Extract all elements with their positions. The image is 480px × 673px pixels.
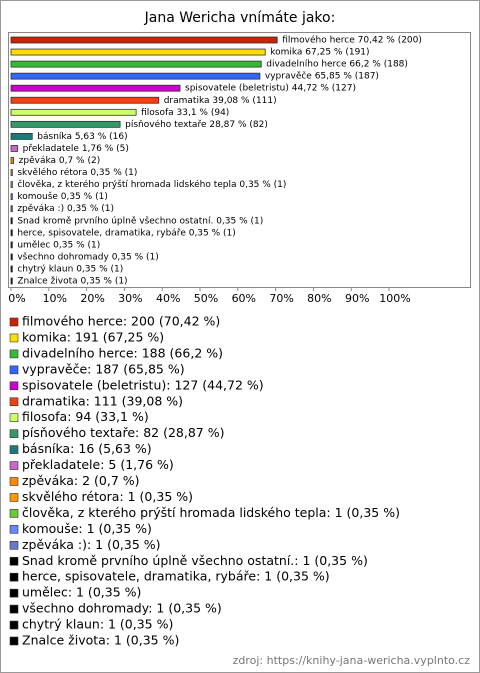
legend-swatch [9,317,19,327]
bar [10,108,137,116]
value-label: vypravěče 65,85 % (187) [265,71,379,82]
legend-label: vypravěče: 187 (65,85 %) [22,361,185,376]
x-tick-label: 30% [118,292,142,305]
bar [10,229,13,237]
legend-label: chytrý klaun: 1 (0,35 %) [22,617,173,632]
legend-label: herce, spisovatele, dramatika, rybáře: 1… [22,569,330,584]
legend-swatch [9,445,19,454]
value-label: básníka 5,63 % (16) [37,132,127,142]
legend-swatch [9,365,19,375]
value-label: filmového herce 70,42 % (200) [282,35,422,46]
bar [10,193,13,201]
bar [10,265,13,273]
legend-swatch [9,636,19,646]
bar [10,132,33,140]
legend-swatch [9,509,19,518]
x-tick-label: 80% [307,292,331,305]
value-label: zpěváka 0,7 % (2) [19,156,101,166]
value-label: všechno dohromady 0,35 % (1) [17,251,158,262]
legend-swatch [9,461,19,470]
bar [10,157,15,164]
bar [10,84,181,92]
legend-label: filosofa: 94 (33,1 %) [22,409,149,424]
value-label: divadelního herce 66,2 % (188) [266,60,408,70]
x-tick-label: 10% [43,292,67,305]
bar [10,145,19,152]
value-label: komouše 0,35 % (1) [17,191,108,202]
bar [10,241,13,249]
legend-label: spisovatele (beletristu): 127 (44,72 %) [22,377,264,392]
plot-frame [8,32,471,288]
legend-label: Znalce života: 1 (0,35 %) [22,633,179,648]
legend-label: komika: 191 (67,25 %) [22,329,164,344]
legend-swatch [9,620,19,630]
legend-label: člověka, z kterého prýští hromada lidské… [22,505,400,520]
bar [10,253,13,261]
legend-swatch [9,493,19,502]
legend-swatch [9,604,19,614]
legend-swatch [9,572,19,582]
bar [10,277,13,285]
bar [10,205,13,213]
value-label: Znalce života 0,35 % (1) [17,277,127,287]
legend-label: všechno dohromady: 1 (0,35 %) [22,601,222,616]
value-label: herce, spisovatele, dramatika, rybáře 0,… [17,228,235,238]
legend-swatch [9,333,19,343]
legend-swatch [9,429,19,438]
legend-label: dramatika: 111 (39,08 %) [22,393,183,408]
legend-label: písňového textaře: 82 (28,87 %) [22,425,224,440]
bar [10,181,13,189]
legend-swatch [9,540,19,550]
bar [10,217,13,225]
value-label: skvělého rétora 0,35 % (1) [17,167,137,178]
legend-swatch [9,556,19,566]
value-label: filosofa 33,1 % (94) [141,108,229,118]
value-label: překladatele 1,76 % (5) [23,144,129,154]
value-label: člověka, z kterého prýští hromada lidské… [17,179,286,190]
legend-swatch [9,349,19,359]
bar [10,48,266,56]
value-label: komika 67,25 % (191) [270,48,369,58]
value-label: dramatika 39,08 % (111) [164,96,277,106]
legend-label: překladatele: 5 (1,76 %) [22,457,174,472]
bar [10,60,262,68]
legend-swatch [9,525,19,534]
x-tick-label: 20% [80,292,104,305]
x-tick-label: 0% [8,292,25,305]
legend-swatch [9,381,19,391]
bar [10,72,261,80]
x-tick-label: 70% [269,292,293,305]
value-label: písňového textaře 28,87 % (82) [125,119,268,130]
value-label: Snad kromě prvního úplně všechno ostatní… [17,215,263,226]
bar [10,169,13,176]
value-label: chytrý klaun 0,35 % (1) [17,264,123,274]
legend-label: zpěváka :): 1 (0,35 %) [22,537,161,552]
legend-label: umělec: 1 (0,35 %) [22,585,141,600]
legend-label: Snad kromě prvního úplně všechno ostatní… [22,553,368,568]
bar [10,96,160,104]
legend-label: filmového herce: 200 (70,42 %) [22,314,220,329]
value-label: umělec 0,35 % (1) [17,240,100,250]
x-tick-label: 50% [194,292,218,305]
legend-swatch [9,397,19,407]
bar [10,120,121,128]
legend-label: zpěváka: 2 (0,7 %) [22,473,140,488]
legend-label: divadelního herce: 188 (66,2 %) [22,345,223,360]
x-tick-label: 40% [156,292,180,305]
x-tick-label: 60% [232,292,256,305]
x-tick-label: 100% [379,292,410,305]
value-label: zpěváka :) 0,35 % (1) [17,204,114,214]
bar [10,36,278,44]
chart-title: Jana Wericha vnímáte jako: [144,10,336,26]
value-label: spisovatele (beletristu) 44,72 % (127) [185,84,356,94]
legend-swatch [9,413,19,423]
source: zdroj: https://knihy-jana-wericha.vyplnt… [233,654,471,667]
legend-label: komouše: 1 (0,35 %) [22,521,152,536]
legend-swatch [9,477,19,486]
legend-label: básníka: 16 (5,63 %) [22,441,152,456]
legend-swatch [9,588,19,598]
x-tick-label: 90% [345,292,369,305]
legend-label: skvělého rétora: 1 (0,35 %) [22,489,193,504]
